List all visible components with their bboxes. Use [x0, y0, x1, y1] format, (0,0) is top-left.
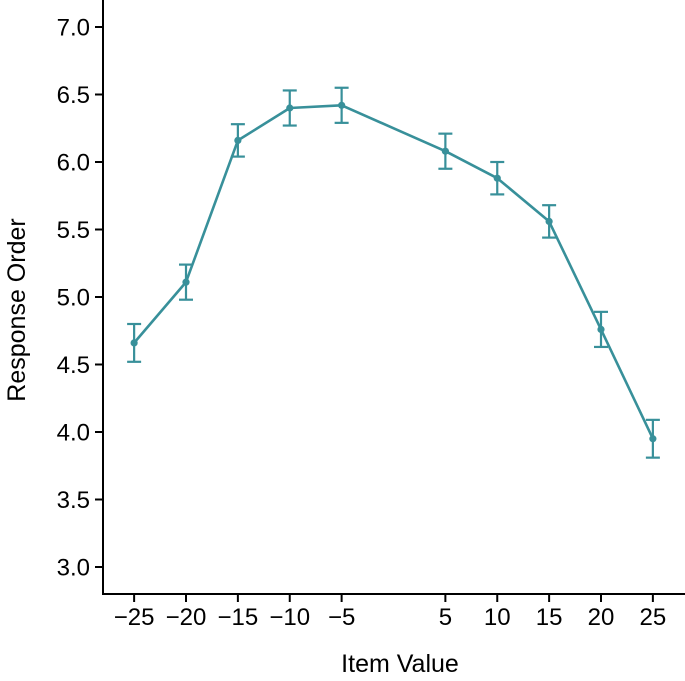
x-tick-label: 20 [588, 604, 615, 631]
y-tick-label: 3.5 [57, 487, 90, 514]
axes-layer: 3.0 3.5 4.0 4.5 5.0 5.5 6.0 6.5 7.0 −25 −20 −15 −10−… [57, 0, 685, 631]
x-tick-label: −5 [328, 604, 355, 631]
y-tick-label: 5.5 [57, 217, 90, 244]
x-tick-label: 10 [484, 604, 511, 631]
y-tick-label: 4.0 [57, 420, 90, 447]
x-tick-label: −15 [218, 604, 259, 631]
data-point [338, 101, 346, 109]
data-point [182, 278, 190, 286]
y-tick-label: 4.5 [57, 352, 90, 379]
data-point [493, 174, 501, 182]
y-tick-label: 7.0 [57, 15, 90, 42]
x-tick-label: −20 [166, 604, 207, 631]
series-line [132, 104, 655, 441]
y-axis-title: Response Order [3, 218, 31, 401]
data-series-layer [127, 86, 660, 459]
data-point [545, 217, 553, 225]
x-tick-label: −25 [114, 604, 155, 631]
data-point [130, 339, 138, 347]
y-tick-label: 3.0 [57, 555, 90, 582]
x-tick-label: 5 [439, 604, 452, 631]
y-tick-label: 6.5 [57, 82, 90, 109]
x-tick-label: −10 [269, 604, 310, 631]
x-tick-label: 25 [640, 604, 667, 631]
y-tick-label: 5.0 [57, 285, 90, 312]
data-point [441, 147, 449, 155]
data-point [234, 136, 242, 144]
data-point [649, 435, 657, 443]
data-point [597, 325, 605, 333]
x-tick-label: 15 [536, 604, 563, 631]
data-point [286, 104, 294, 112]
x-axis-title: Item Value [341, 650, 459, 678]
y-tick-label: 6.0 [57, 150, 90, 177]
